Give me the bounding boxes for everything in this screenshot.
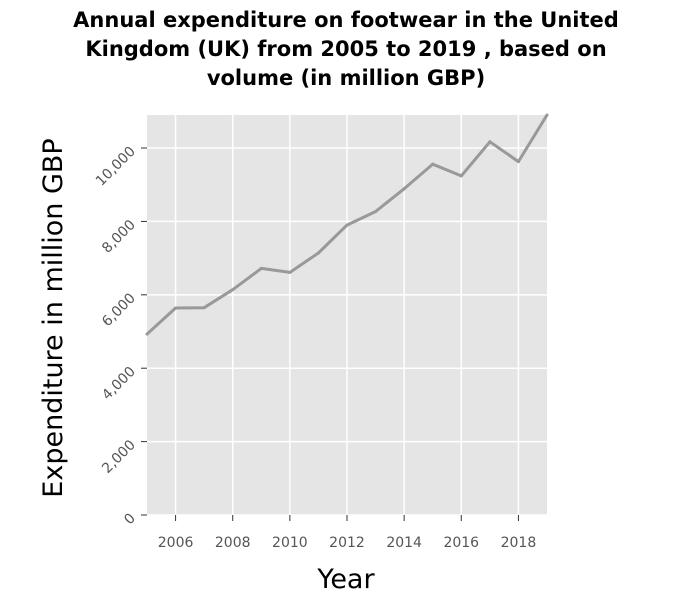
- y-tick-label: 8,000: [99, 217, 139, 257]
- data-point: [545, 113, 549, 117]
- chart-title-line-3: volume (in million GBP): [206, 66, 486, 90]
- y-tick-label: 4,000: [99, 364, 139, 404]
- chart-title: Annual expenditure on footwear in the Un…: [0, 6, 692, 93]
- chart-title-line-2: Kingdom (UK) from 2005 to 2019 , based o…: [85, 37, 607, 61]
- data-point: [402, 187, 406, 191]
- data-point: [145, 332, 149, 336]
- data-point: [459, 174, 463, 178]
- data-point: [488, 140, 492, 144]
- x-tick-label: 2008: [215, 535, 251, 551]
- x-axis-title: Year: [316, 564, 375, 595]
- data-point: [174, 306, 178, 310]
- data-point: [231, 288, 235, 292]
- data-point: [259, 266, 263, 270]
- data-point: [516, 160, 520, 164]
- x-tick-label: 2014: [386, 535, 422, 551]
- x-tick-label: 2010: [272, 535, 308, 551]
- y-tick-label: 10,000: [93, 144, 139, 190]
- data-point: [374, 210, 378, 214]
- chart-title-line-1: Annual expenditure on footwear in the Un…: [73, 8, 619, 32]
- grid-lines: [147, 115, 547, 516]
- data-point: [316, 251, 320, 255]
- y-tick-label: 2,000: [99, 437, 139, 477]
- x-tick-label: 2012: [329, 535, 365, 551]
- axis-ticks: 2006 2008 2010 2012 2014 2016 2018 0 2,000 4,000 6…: [93, 144, 536, 551]
- x-tick-label: 2018: [501, 535, 537, 551]
- y-axis-title: Expenditure in million GBP: [38, 138, 69, 497]
- x-tick-label: 2006: [158, 535, 194, 551]
- data-point: [202, 306, 206, 310]
- y-tick-label: 6,000: [99, 290, 139, 330]
- data-point: [288, 270, 292, 274]
- data-points: [145, 113, 549, 336]
- data-point: [431, 162, 435, 166]
- y-tick-label: 0: [121, 511, 139, 529]
- x-tick-label: 2016: [443, 535, 479, 551]
- data-point: [345, 223, 349, 227]
